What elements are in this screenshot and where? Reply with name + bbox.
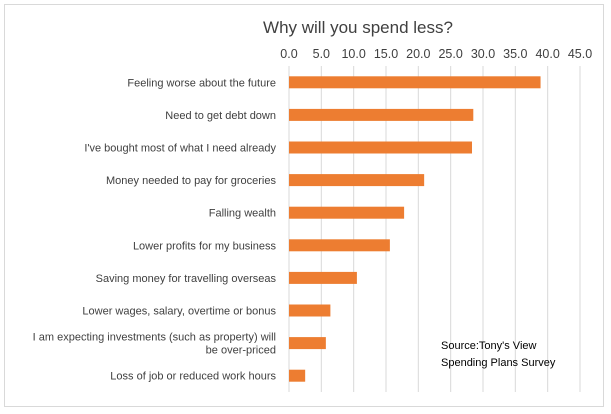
category-label: Falling wealth [209,208,276,220]
category-label: Saving money for travelling overseas [96,273,277,285]
source-line-2: Spending Plans Survey [441,357,556,369]
bar [289,76,541,89]
x-axis-ticks: 0.0 5.0 10.0 15.0 20.0 25.0 30.0 35.0 40.0 45.0 [280,47,592,61]
x-tick-label: 45.0 [568,47,592,61]
bar [289,141,473,154]
category-label: Feeling worse about the future [127,77,276,89]
category-label: Money needed to pay for groceries [106,175,276,187]
source-line-1: Source:Tony's View [441,340,537,352]
bar [289,174,425,187]
category-label: I've bought most of what I need already [84,143,276,155]
x-tick-label: 40.0 [535,47,559,61]
bar [289,304,331,317]
bar [289,108,474,121]
bar [289,206,405,219]
x-tick-label: 35.0 [503,47,527,61]
x-tick-label: 25.0 [438,47,462,61]
bars [289,76,541,382]
x-tick-label: 20.0 [406,47,430,61]
bar [289,337,326,350]
category-label: I am expecting investments (such as prop… [33,332,276,357]
x-tick-label: 10.0 [341,47,365,61]
x-tick-label: 30.0 [471,47,495,61]
x-tick-label: 0.0 [280,47,297,61]
category-label: Lower profits for my business [133,240,277,252]
x-tick-label: 5.0 [313,47,330,61]
bar [289,369,306,382]
x-tick-label: 15.0 [374,47,398,61]
category-label: Lower wages, salary, overtime or bonus [82,306,276,318]
bar [289,239,390,252]
category-label: Need to get debt down [165,110,276,122]
category-label: Loss of job or reduced work hours [110,371,276,383]
chart-title: Why will you spend less? [263,18,453,37]
bar [289,271,357,284]
category-labels: Feeling worse about the future Need to ge… [33,77,277,382]
